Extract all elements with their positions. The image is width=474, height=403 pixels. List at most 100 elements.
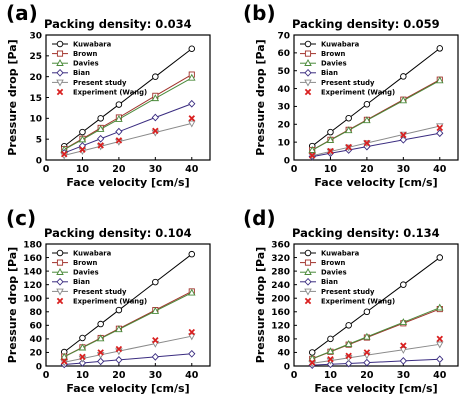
chart-title: Packing density: 0.034 xyxy=(44,17,192,31)
x-tick-label: 30 xyxy=(397,370,411,381)
y-axis-label: Pressure drop [Pa] xyxy=(254,39,267,155)
legend-label: Experiment (Wang) xyxy=(321,88,395,96)
data-point xyxy=(327,128,334,136)
data-point xyxy=(188,288,196,296)
data-point xyxy=(399,318,408,326)
data-point xyxy=(188,333,196,341)
y-tick-label: 60 xyxy=(277,49,290,59)
data-point xyxy=(363,308,371,316)
data-point xyxy=(326,136,335,143)
x-tick-label: 10 xyxy=(76,164,90,175)
legend-marker xyxy=(56,79,64,87)
legend-marker xyxy=(56,288,64,296)
y-tick-label: 240 xyxy=(271,281,290,291)
data-point xyxy=(152,127,159,135)
data-point xyxy=(188,99,196,108)
data-point xyxy=(188,120,196,128)
x-tick-label: 10 xyxy=(324,164,338,175)
data-point xyxy=(345,143,352,151)
data-point xyxy=(436,355,444,364)
legend-label: Kuwabara xyxy=(73,40,112,48)
y-tick-label: 120 xyxy=(271,322,290,332)
y-tick-label: 280 xyxy=(271,267,290,277)
y-tick-label: 360 xyxy=(271,240,290,250)
legend-marker xyxy=(304,79,312,87)
series-line xyxy=(64,335,192,363)
data-point xyxy=(188,73,196,81)
chart-title: Packing density: 0.059 xyxy=(292,17,440,31)
data-point xyxy=(344,126,353,134)
series-kuwabara xyxy=(60,45,196,150)
y-axis-label: Pressure drop [Pa] xyxy=(6,247,19,363)
data-point xyxy=(152,337,159,344)
legend-label: Brown xyxy=(321,50,345,58)
data-point xyxy=(115,325,123,333)
data-point xyxy=(308,146,316,153)
data-point xyxy=(436,341,444,349)
data-point xyxy=(96,334,105,342)
data-point xyxy=(399,96,408,104)
legend-label: Kuwabara xyxy=(321,40,360,48)
data-point xyxy=(345,114,352,122)
data-point xyxy=(60,150,68,158)
legend-marker xyxy=(56,88,64,96)
data-point xyxy=(400,131,407,139)
data-point xyxy=(400,73,407,80)
data-point xyxy=(345,352,352,360)
legend-marker xyxy=(304,259,312,266)
data-point xyxy=(363,332,371,340)
data-point xyxy=(97,134,105,143)
data-point xyxy=(151,306,160,314)
legend-label: Present study xyxy=(321,288,375,296)
series-line xyxy=(312,125,440,157)
legend-label: Experiment (Wang) xyxy=(73,88,147,96)
series-experiment-wang xyxy=(60,328,196,365)
data-point xyxy=(115,345,123,353)
data-point xyxy=(363,349,371,356)
legend-label: Davies xyxy=(73,269,99,277)
data-point xyxy=(115,127,123,136)
data-point xyxy=(436,124,444,132)
legend-marker xyxy=(304,88,312,96)
y-tick-label: 15 xyxy=(29,94,42,104)
y-tick-label: 30 xyxy=(277,103,290,113)
data-point xyxy=(97,320,104,328)
chart-panel: (d) Packing density: 0.134 0 10 20 30 40 0 40 80 1… xyxy=(243,206,459,395)
data-point xyxy=(327,335,334,343)
data-point xyxy=(399,346,408,354)
series-experiment-wang xyxy=(60,115,196,158)
series-kuwabara xyxy=(60,250,196,356)
plot-frame xyxy=(45,243,211,367)
data-point xyxy=(436,129,444,138)
chart-panel: (b) Packing density: 0.059 0 10 20 30 40 0 10 20 3… xyxy=(243,1,459,189)
chart-title: Packing density: 0.134 xyxy=(292,226,440,240)
legend-marker xyxy=(304,50,312,57)
data-point xyxy=(399,135,407,144)
legend-marker xyxy=(304,249,312,257)
y-tick-label: 100 xyxy=(23,295,42,305)
legend-marker xyxy=(56,259,64,266)
x-axis-label: Face velocity [cm/s] xyxy=(66,176,189,189)
data-point xyxy=(97,349,104,356)
data-point xyxy=(151,94,160,102)
y-tick-label: 30 xyxy=(29,31,42,41)
chart-panel: (a) Packing density: 0.034 0 10 20 30 40 0 5 10 15… xyxy=(6,1,211,189)
y-tick-label: 160 xyxy=(23,254,42,264)
x-tick-label: 10 xyxy=(324,370,338,381)
x-axis-label: Face velocity [cm/s] xyxy=(66,382,189,395)
data-point xyxy=(363,101,371,108)
plot-frame xyxy=(293,243,459,367)
data-point xyxy=(151,352,159,361)
legend-marker xyxy=(56,268,64,275)
legend-marker xyxy=(304,288,312,296)
y-tick-label: 160 xyxy=(271,308,290,318)
panel-label: (a) xyxy=(6,1,38,25)
data-point xyxy=(152,73,159,80)
data-point xyxy=(60,352,68,360)
data-point xyxy=(188,45,196,53)
data-point xyxy=(326,347,335,355)
legend-label: Bian xyxy=(73,69,90,77)
series-line xyxy=(64,103,192,154)
legend-label: Experiment (Wang) xyxy=(321,297,395,305)
